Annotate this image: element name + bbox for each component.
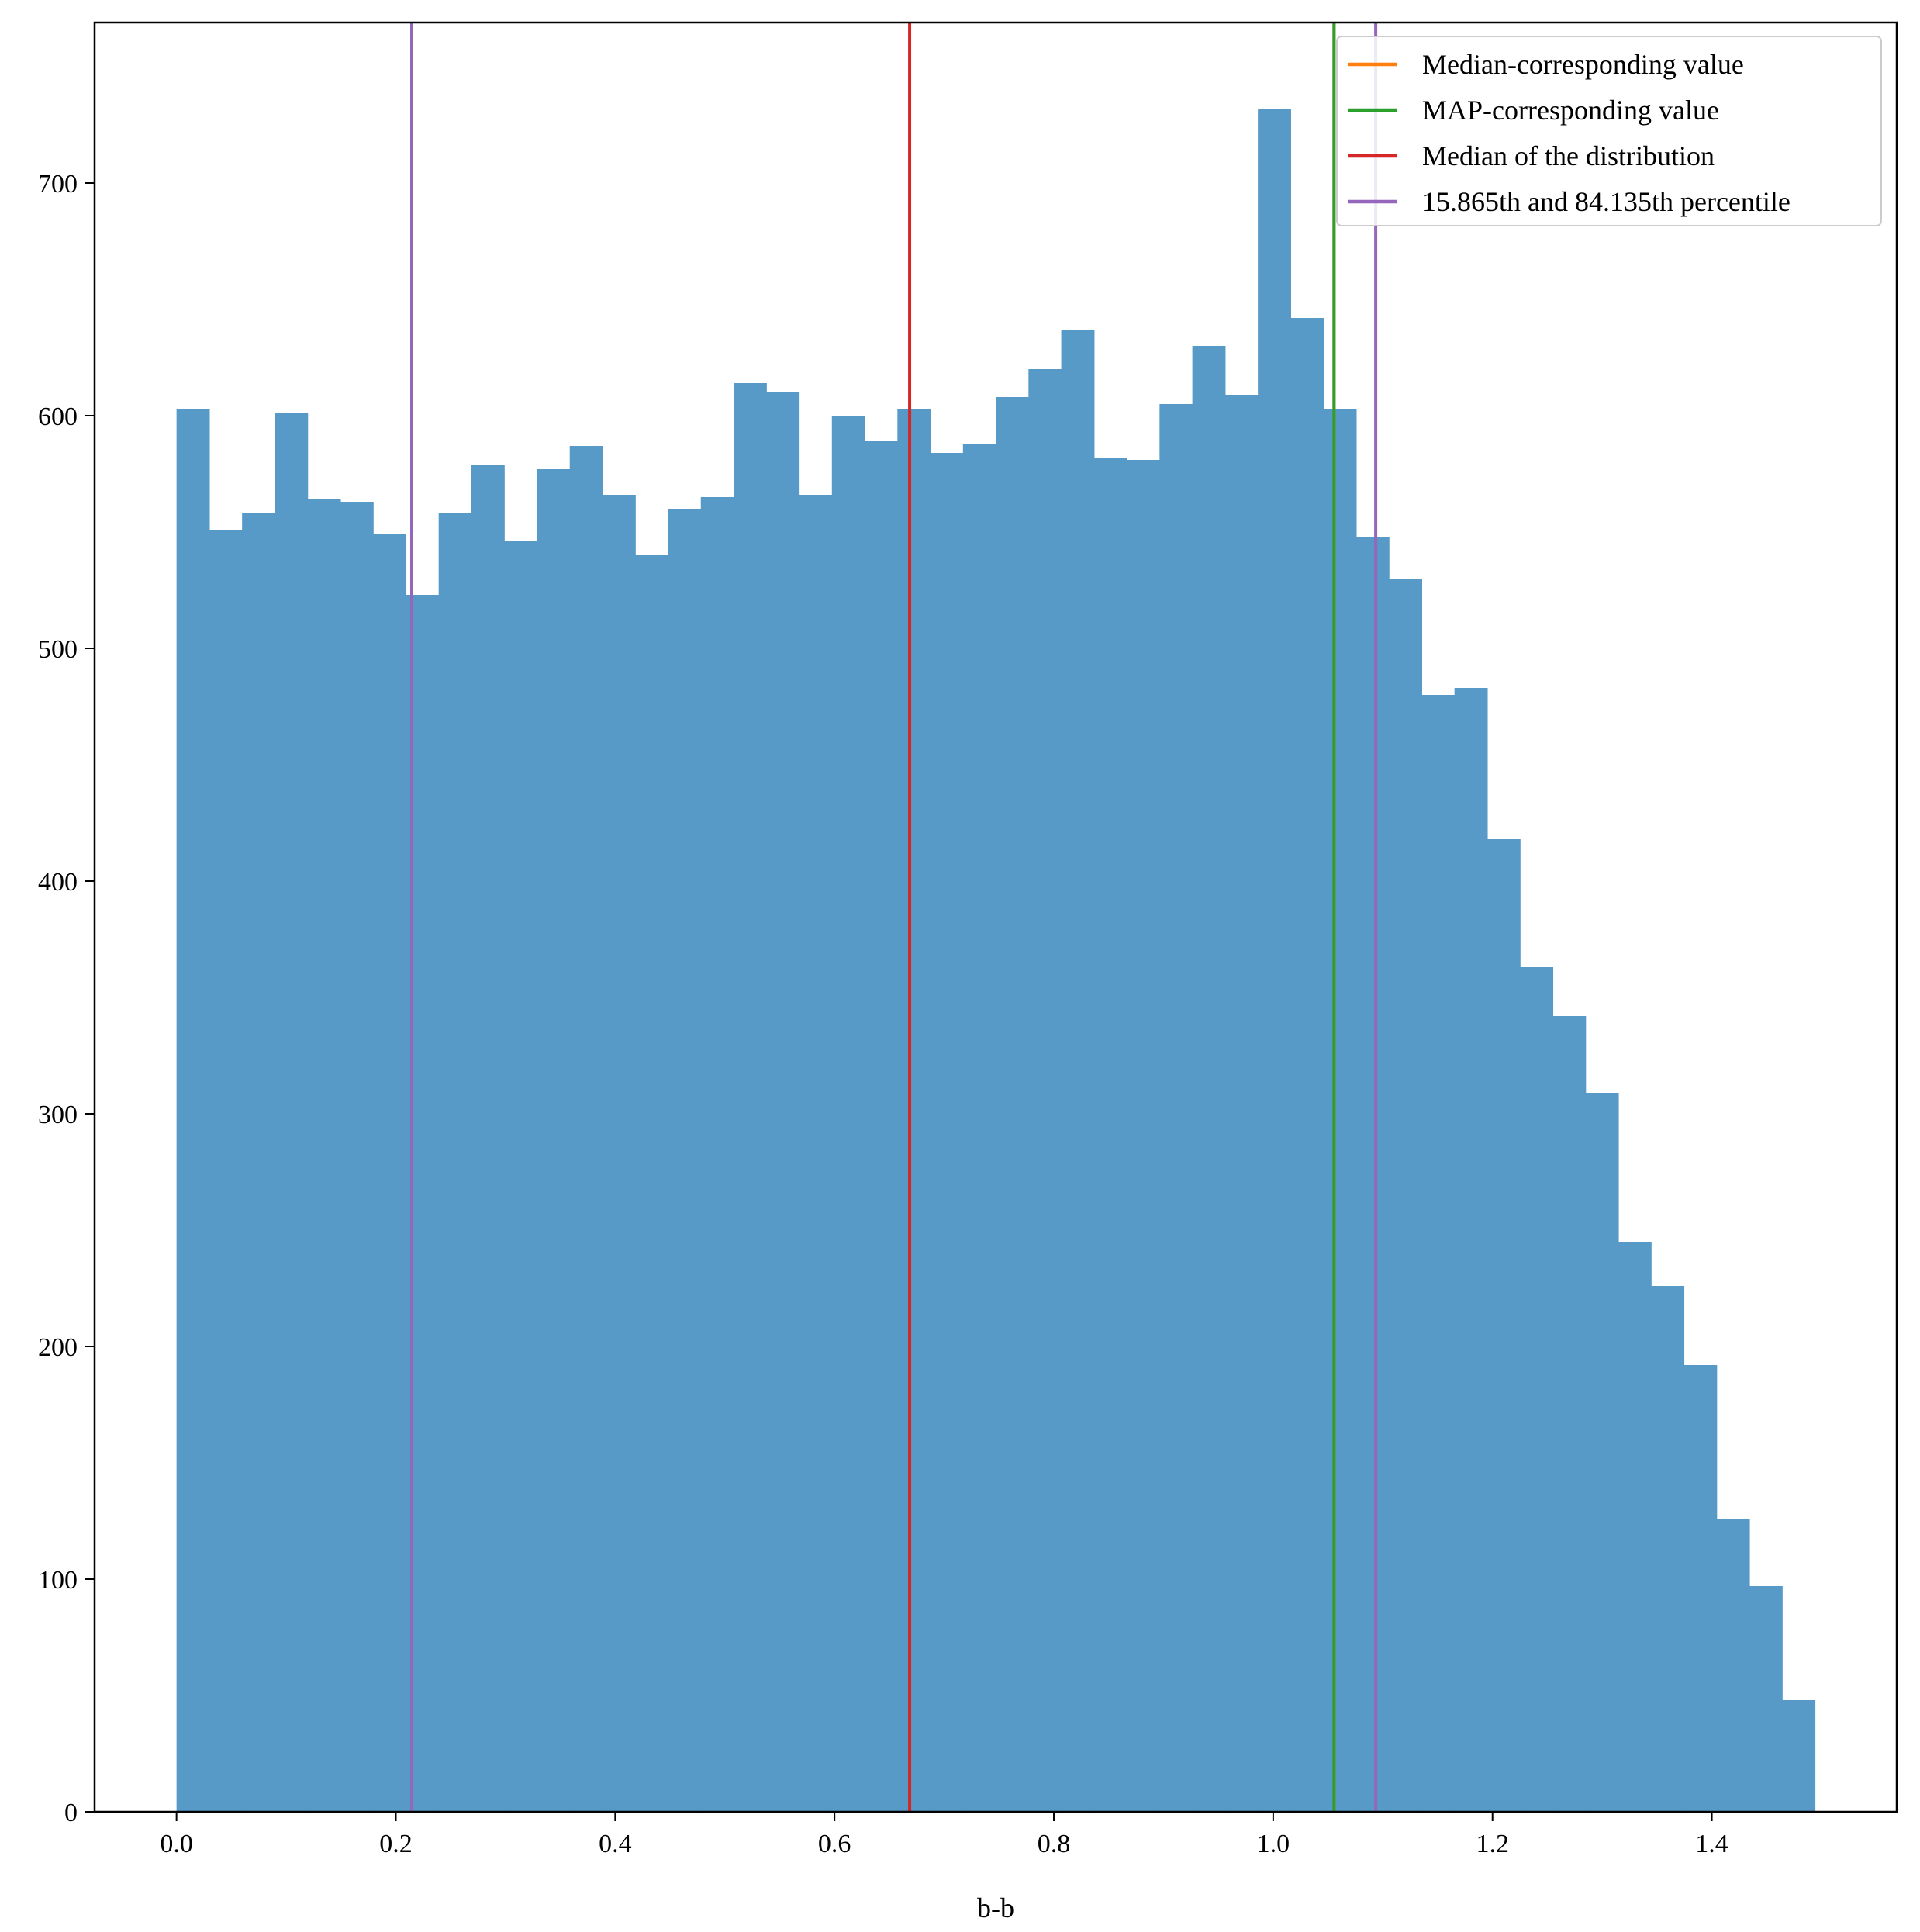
- histogram-bar: [1552, 1016, 1587, 1812]
- histogram-bar: [799, 495, 833, 1812]
- histogram-bar: [602, 495, 636, 1812]
- histogram-bar: [734, 383, 767, 1812]
- histogram-bar: [831, 416, 865, 1812]
- histogram-bar: [209, 530, 243, 1812]
- histogram-bar: [373, 534, 407, 1812]
- histogram-bar: [307, 499, 341, 1812]
- histogram-bars: [176, 109, 1816, 1812]
- histogram-bar: [537, 469, 571, 1812]
- x-tick-label: 0.2: [379, 1830, 413, 1858]
- legend-label: MAP-corresponding value: [1422, 95, 1719, 126]
- y-tick-label: 400: [38, 868, 78, 897]
- histogram-bar: [897, 409, 931, 1812]
- x-tick-label: 1.4: [1695, 1830, 1728, 1858]
- histogram-bar: [242, 513, 276, 1812]
- histogram-bar: [1585, 1093, 1619, 1812]
- y-tick-label: 700: [38, 170, 78, 199]
- histogram-bar: [700, 497, 734, 1812]
- histogram-bar: [930, 453, 964, 1812]
- y-tick-label: 600: [38, 403, 78, 431]
- histogram-bar: [1093, 458, 1127, 1812]
- histogram-bar: [962, 444, 996, 1812]
- histogram-bar: [1749, 1586, 1783, 1812]
- x-tick-label: 1.0: [1257, 1830, 1290, 1858]
- histogram-bar: [438, 513, 472, 1812]
- y-tick-label: 100: [38, 1566, 78, 1595]
- histogram-bar: [1487, 839, 1521, 1812]
- y-axis-ticks: 0 100 200 300 400 500 600 700: [38, 170, 95, 1827]
- x-axis-ticks: 0.0 0.2 0.4 0.6 0.8 1.0 1.2 1.4: [160, 1812, 1728, 1858]
- legend-label: Median of the distribution: [1422, 140, 1715, 171]
- y-tick-label: 200: [38, 1333, 78, 1362]
- histogram-bar: [766, 392, 800, 1812]
- x-tick-label: 0.4: [599, 1830, 632, 1858]
- y-tick-label: 0: [64, 1799, 78, 1827]
- histogram-bar: [1323, 409, 1357, 1812]
- y-tick-label: 500: [38, 635, 78, 664]
- histogram-bar: [1651, 1286, 1685, 1812]
- histogram-bar: [1454, 688, 1488, 1812]
- histogram-bar: [1389, 579, 1423, 1812]
- histogram-bar: [996, 397, 1029, 1812]
- histogram-bar: [176, 409, 210, 1812]
- histogram-bar: [1716, 1519, 1750, 1812]
- histogram-bar: [668, 509, 702, 1812]
- x-tick-label: 0.0: [160, 1830, 193, 1858]
- legend-box: [1336, 36, 1882, 226]
- histogram-bar: [1192, 346, 1226, 1812]
- histogram-bar: [1159, 404, 1193, 1812]
- histogram-bar: [504, 541, 538, 1812]
- legend-label: Median-corresponding value: [1422, 49, 1744, 80]
- histogram-bar: [1618, 1242, 1652, 1812]
- histogram-bar: [1127, 460, 1160, 1812]
- x-axis-label: b-b: [977, 1892, 1014, 1923]
- histogram-bar: [1290, 318, 1324, 1812]
- x-tick-label: 1.2: [1476, 1830, 1509, 1858]
- histogram-bar: [865, 441, 898, 1812]
- legend: Median-corresponding value MAP-correspond…: [1336, 36, 1882, 226]
- histogram-bar: [471, 465, 505, 1812]
- x-tick-label: 0.8: [1038, 1830, 1071, 1858]
- histogram-bar: [340, 502, 374, 1812]
- legend-label: 15.865th and 84.135th percentile: [1422, 186, 1791, 217]
- histogram-bar: [635, 555, 669, 1812]
- histogram-bar: [1421, 695, 1456, 1812]
- histogram-bar: [1258, 109, 1291, 1812]
- x-tick-label: 0.6: [818, 1830, 851, 1858]
- histogram-bar: [275, 413, 309, 1812]
- histogram-bar: [1061, 330, 1095, 1812]
- histogram-bar: [1028, 369, 1062, 1812]
- histogram-bar: [1224, 395, 1259, 1812]
- reference-lines: [409, 22, 1378, 1812]
- histogram-bar: [1683, 1365, 1718, 1812]
- y-tick-label: 300: [38, 1101, 78, 1129]
- axes-frame: [93, 21, 1898, 1813]
- histogram-bar: [569, 446, 603, 1812]
- histogram-bar: [1355, 537, 1390, 1812]
- histogram-bar: [1520, 967, 1554, 1812]
- histogram-bar: [1782, 1700, 1816, 1812]
